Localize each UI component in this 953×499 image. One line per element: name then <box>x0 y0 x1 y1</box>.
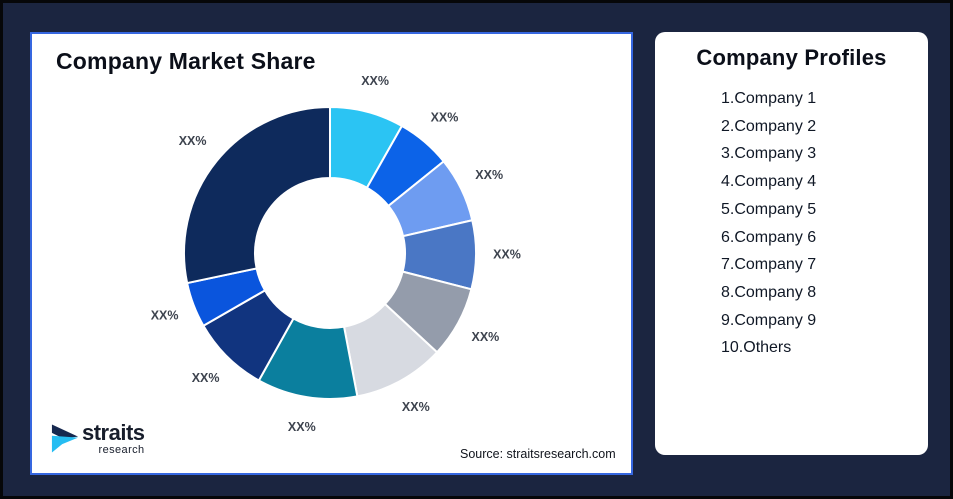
donut-slice-label-2: XX% <box>431 110 459 124</box>
straits-research-logo: straits research <box>51 422 145 456</box>
donut-slice-label-3: XX% <box>475 168 503 182</box>
company-list-item: 6.Company 6 <box>721 228 817 246</box>
market-share-card: Company Market Share XX% XX% XX% XX% XX% XX% X… <box>30 32 633 475</box>
donut-slice-label-1: XX% <box>361 74 389 88</box>
market-share-title: Company Market Share <box>56 48 316 74</box>
donut-slice-label-9: XX% <box>151 308 179 322</box>
logo-name: straits <box>82 420 145 445</box>
company-list-item: 3.Company 3 <box>721 145 817 163</box>
company-list-item: 7.Company 7 <box>721 256 817 274</box>
donut-slice-10 <box>183 105 331 285</box>
donut-slice-label-8: XX% <box>192 371 220 385</box>
donut-slice-label-5: XX% <box>472 330 500 344</box>
company-list-item: 1.Company 1 <box>721 90 817 107</box>
donut-chart-svg: XX% XX% XX% XX% XX% XX% XX% XX% XX% XX% <box>151 74 521 434</box>
market-share-donut-chart: XX% XX% XX% XX% XX% XX% XX% XX% XX% XX% <box>120 63 540 443</box>
donut-slice-label-7: XX% <box>288 420 316 434</box>
source-note: Source: straitsresearch.com <box>460 447 616 461</box>
straits-logo-icon <box>51 424 79 453</box>
company-profiles-card: Company Profiles 1.Company 1 2.Company 2 3… <box>655 32 928 455</box>
company-list-item: 5.Company 5 <box>721 200 817 218</box>
donut-slice-label-6: XX% <box>402 400 430 414</box>
company-list-item: 2.Company 2 <box>721 117 817 135</box>
company-profiles-list: 1.Company 1 2.Company 2 3.Company 3 4.Compa… <box>655 85 928 362</box>
company-list-item: 10.Others <box>721 339 792 357</box>
straits-logo-text: straits research <box>82 420 145 457</box>
company-list-item: 8.Company 8 <box>721 283 817 301</box>
company-list-item: 9.Company 9 <box>721 311 817 329</box>
donut-slice-label-4: XX% <box>493 247 521 261</box>
company-list-item: 4.Company 4 <box>721 173 817 191</box>
donut-slice-label-10: XX% <box>179 134 207 148</box>
logo-subtitle: research <box>98 444 145 456</box>
company-profiles-title: Company Profiles <box>696 45 887 70</box>
